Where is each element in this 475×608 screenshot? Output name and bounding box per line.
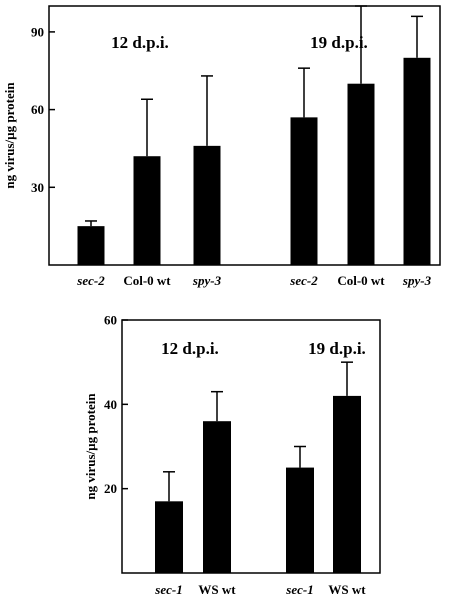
category-label: Col-0 wt <box>123 273 171 288</box>
category-label: WS wt <box>198 582 236 597</box>
bar <box>193 145 221 265</box>
y-axis-label: ng virus/µg protein <box>2 82 17 189</box>
bar <box>133 156 161 265</box>
bar <box>347 83 375 265</box>
group-annotation: 12 d.p.i. <box>111 33 169 52</box>
y-tick-label: 90 <box>31 24 44 39</box>
bar <box>333 395 361 573</box>
plot-frame <box>121 319 381 574</box>
category-label: Col-0 wt <box>337 273 385 288</box>
y-tick-label: 30 <box>31 180 44 195</box>
group-annotation: 19 d.p.i. <box>308 339 366 358</box>
category-label: spy-3 <box>192 273 222 288</box>
category-label: WS wt <box>328 582 366 597</box>
bar <box>155 501 183 573</box>
y-tick-label: 60 <box>104 313 117 328</box>
bar <box>290 117 318 266</box>
chart-1: 30 60 90 ng virus/µg protein 12 d.p.i. sec-2 C… <box>2 5 441 288</box>
category-label: sec-2 <box>289 273 318 288</box>
bar <box>286 467 314 573</box>
bar <box>403 57 431 265</box>
category-label: sec-2 <box>76 273 105 288</box>
y-axis-label: ng virus/µg protein <box>83 393 98 500</box>
category-label: spy-3 <box>402 273 432 288</box>
category-label: sec-1 <box>285 582 313 597</box>
chart-2: 20 40 60 ng virus/µg protein 12 d.p.i. sec-1 W… <box>83 313 381 597</box>
category-label: sec-1 <box>154 582 182 597</box>
plot-frame <box>48 5 441 266</box>
y-tick-label: 20 <box>104 481 117 496</box>
group-annotation: 19 d.p.i. <box>310 33 368 52</box>
group-annotation: 12 d.p.i. <box>161 339 219 358</box>
y-tick-label: 40 <box>104 397 117 412</box>
bar <box>77 226 105 265</box>
bar <box>203 421 231 573</box>
y-tick-label: 60 <box>31 102 44 117</box>
